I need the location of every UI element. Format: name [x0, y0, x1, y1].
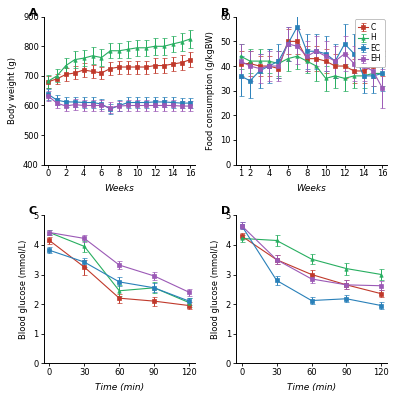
Text: C: C	[29, 206, 37, 216]
X-axis label: Weeks: Weeks	[297, 184, 326, 193]
X-axis label: Weeks: Weeks	[104, 184, 134, 193]
Text: A: A	[29, 8, 37, 18]
Y-axis label: Food consumption (g/kgBW): Food consumption (g/kgBW)	[206, 31, 215, 150]
Text: B: B	[221, 8, 229, 18]
X-axis label: Time (min): Time (min)	[287, 383, 336, 392]
Text: D: D	[221, 206, 230, 216]
Y-axis label: Blood glucose (mmol/L): Blood glucose (mmol/L)	[19, 240, 28, 339]
Legend: C, H, EC, EH: C, H, EC, EH	[355, 19, 385, 67]
Y-axis label: Body weight (g): Body weight (g)	[8, 57, 18, 124]
X-axis label: Time (min): Time (min)	[95, 383, 144, 392]
Y-axis label: Blood glucose (mmol/L): Blood glucose (mmol/L)	[211, 240, 220, 339]
